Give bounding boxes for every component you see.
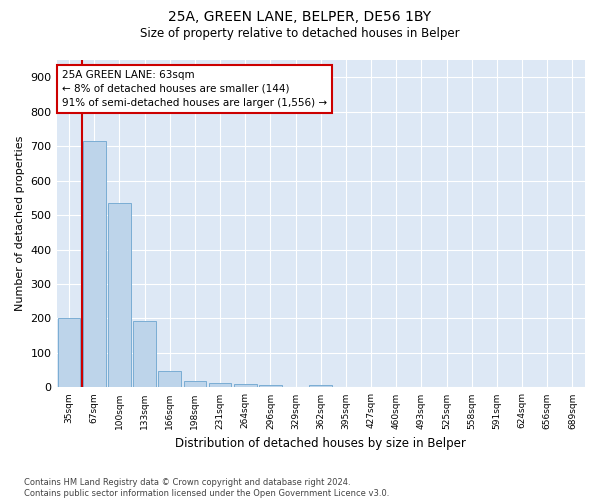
Y-axis label: Number of detached properties: Number of detached properties [15,136,25,312]
Text: 25A, GREEN LANE, BELPER, DE56 1BY: 25A, GREEN LANE, BELPER, DE56 1BY [169,10,431,24]
X-axis label: Distribution of detached houses by size in Belper: Distribution of detached houses by size … [175,437,466,450]
Bar [234,384,257,388]
Bar [209,383,232,388]
Text: 25A GREEN LANE: 63sqm
← 8% of detached houses are smaller (144)
91% of semi-deta: 25A GREEN LANE: 63sqm ← 8% of detached h… [62,70,327,108]
Text: Contains HM Land Registry data © Crown copyright and database right 2024.
Contai: Contains HM Land Registry data © Crown c… [24,478,389,498]
Bar [83,141,106,388]
Bar [58,318,80,388]
Bar [310,384,332,388]
Text: Size of property relative to detached houses in Belper: Size of property relative to detached ho… [140,28,460,40]
Bar [158,371,181,388]
Bar [259,384,282,388]
Bar [184,380,206,388]
Bar [133,322,156,388]
Bar [108,203,131,388]
